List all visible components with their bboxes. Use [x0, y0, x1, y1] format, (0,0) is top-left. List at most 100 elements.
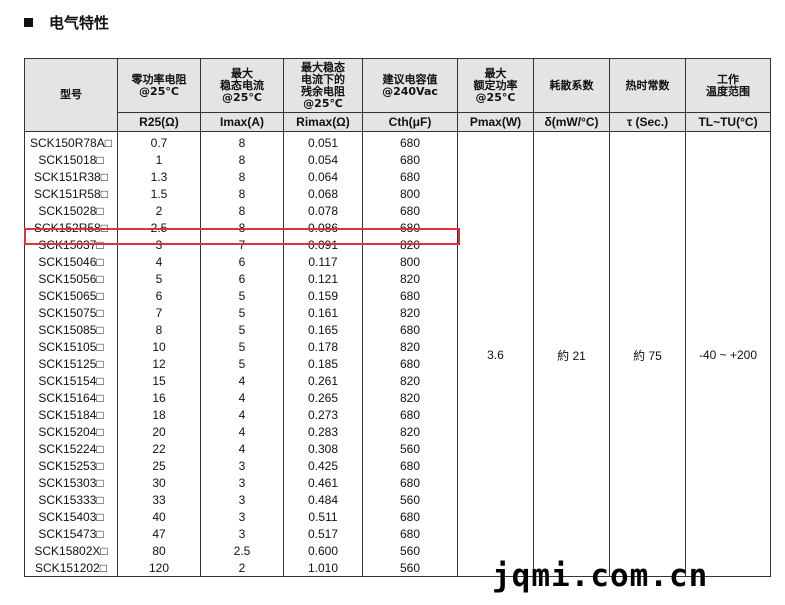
value-cell: 680: [362, 457, 458, 474]
value-cell: 560: [362, 491, 458, 508]
model-cell: SCK15075□: [24, 304, 118, 321]
model-cell: SCK15105□: [24, 338, 118, 355]
unit-row: R25(Ω) Imax(A) Rimax(Ω) Cth(μF) Pmax(W) δ(mW/…: [25, 112, 771, 132]
shared-value-cell: 約 75: [609, 131, 686, 577]
value-cell: 0.159: [283, 287, 363, 304]
value-cell: 33: [117, 491, 201, 508]
table-row: SCK151R38□ 1.3 8 0.064 680: [24, 168, 771, 185]
value-cell: 4: [200, 372, 284, 389]
column-header: 耗散系数: [533, 58, 610, 113]
value-cell: 680: [362, 525, 458, 542]
value-cell: 3: [200, 474, 284, 491]
value-cell: 8: [200, 202, 284, 219]
value-cell: 1.010: [283, 559, 363, 577]
table-row: SCK15018□ 1 8 0.054 680: [24, 151, 771, 168]
value-cell: 0.484: [283, 491, 363, 508]
value-cell: 6: [200, 253, 284, 270]
value-cell: 0.308: [283, 440, 363, 457]
value-cell: 15: [117, 372, 201, 389]
table-row: SCK15154□ 15 4 0.261 820: [24, 372, 771, 389]
value-cell: 5: [117, 270, 201, 287]
model-cell: SCK15056□: [24, 270, 118, 287]
value-cell: 560: [362, 559, 458, 577]
table-row: SCK15403□ 40 3 0.511 680: [24, 508, 771, 525]
value-cell: 0.178: [283, 338, 363, 355]
model-cell: SCK150R78A□: [24, 131, 118, 151]
table-row: SCK15224□ 22 4 0.308 560: [24, 440, 771, 457]
value-cell: 2.5: [117, 219, 201, 236]
value-cell: 0.117: [283, 253, 363, 270]
value-cell: 0.185: [283, 355, 363, 372]
value-cell: 820: [362, 389, 458, 406]
value-cell: 7: [117, 304, 201, 321]
column-header: 零功率电阻 @25°C: [117, 58, 201, 113]
value-cell: 20: [117, 423, 201, 440]
value-cell: 12: [117, 355, 201, 372]
model-cell: SCK15184□: [24, 406, 118, 423]
column-header: 工作 温度范围: [685, 58, 771, 113]
value-cell: 0.517: [283, 525, 363, 542]
value-cell: 47: [117, 525, 201, 542]
value-cell: 1.3: [117, 168, 201, 185]
value-cell: 5: [200, 355, 284, 372]
value-cell: 5: [200, 304, 284, 321]
table-row: SCK15164□ 16 4 0.265 820: [24, 389, 771, 406]
value-cell: 22: [117, 440, 201, 457]
column-header: 热时常数: [609, 58, 686, 113]
model-cell: SCK15802X□: [24, 542, 118, 559]
value-cell: 0.121: [283, 270, 363, 287]
value-cell: 560: [362, 542, 458, 559]
unit-header: TL~TU(°C): [685, 112, 771, 132]
unit-header: δ(mW/°C): [533, 112, 610, 132]
table-row: SCK152R58□ 2.5 8 0.086 680: [24, 219, 771, 236]
model-cell: SCK15333□: [24, 491, 118, 508]
value-cell: 3: [200, 525, 284, 542]
value-cell: 800: [362, 185, 458, 202]
unit-header: R25(Ω): [117, 112, 201, 132]
value-cell: 0.261: [283, 372, 363, 389]
value-cell: 3: [117, 236, 201, 253]
value-cell: 0.265: [283, 389, 363, 406]
value-cell: 5: [200, 321, 284, 338]
value-cell: 0.273: [283, 406, 363, 423]
column-header: 型号: [24, 58, 118, 132]
model-cell: SCK15164□: [24, 389, 118, 406]
model-cell: SCK15403□: [24, 508, 118, 525]
value-cell: 0.054: [283, 151, 363, 168]
table-row: SCK15473□ 47 3 0.517 680: [24, 525, 771, 542]
value-cell: 10: [117, 338, 201, 355]
model-cell: SCK151R38□: [24, 168, 118, 185]
value-cell: 680: [362, 202, 458, 219]
value-cell: 8: [200, 151, 284, 168]
unit-header: Imax(A): [200, 112, 284, 132]
value-cell: 18: [117, 406, 201, 423]
value-cell: 560: [362, 440, 458, 457]
table-row: SCK150R78A□ 0.7 8 0.051 680 3.6 約 21 約 75 -40 ~ …: [24, 131, 771, 577]
value-cell: 4: [200, 406, 284, 423]
value-cell: 0.7: [117, 131, 201, 151]
shared-value-cell: 約 21: [533, 131, 610, 577]
value-cell: 0.161: [283, 304, 363, 321]
value-cell: 680: [362, 508, 458, 525]
model-cell: SCK15125□: [24, 355, 118, 372]
value-cell: 680: [362, 321, 458, 338]
table-row: SCK15184□ 18 4 0.273 680: [24, 406, 771, 423]
value-cell: 820: [362, 338, 458, 355]
column-header: 最大稳态 电流下的 残余电阻 @25℃: [283, 58, 363, 113]
value-cell: 0.600: [283, 542, 363, 559]
value-cell: 2.5: [200, 542, 284, 559]
model-cell: SCK151R58□: [24, 185, 118, 202]
value-cell: 0.461: [283, 474, 363, 491]
value-cell: 4: [200, 389, 284, 406]
table-row: SCK15204□ 20 4 0.283 820: [24, 423, 771, 440]
value-cell: 8: [200, 131, 284, 151]
value-cell: 5: [200, 287, 284, 304]
value-cell: 7: [200, 236, 284, 253]
column-header: 最大 额定功率 @25°C: [457, 58, 534, 113]
value-cell: 80: [117, 542, 201, 559]
shared-value-cell: 3.6: [457, 131, 534, 577]
value-cell: 6: [200, 270, 284, 287]
model-cell: SCK15046□: [24, 253, 118, 270]
value-cell: 40: [117, 508, 201, 525]
value-cell: 8: [200, 185, 284, 202]
